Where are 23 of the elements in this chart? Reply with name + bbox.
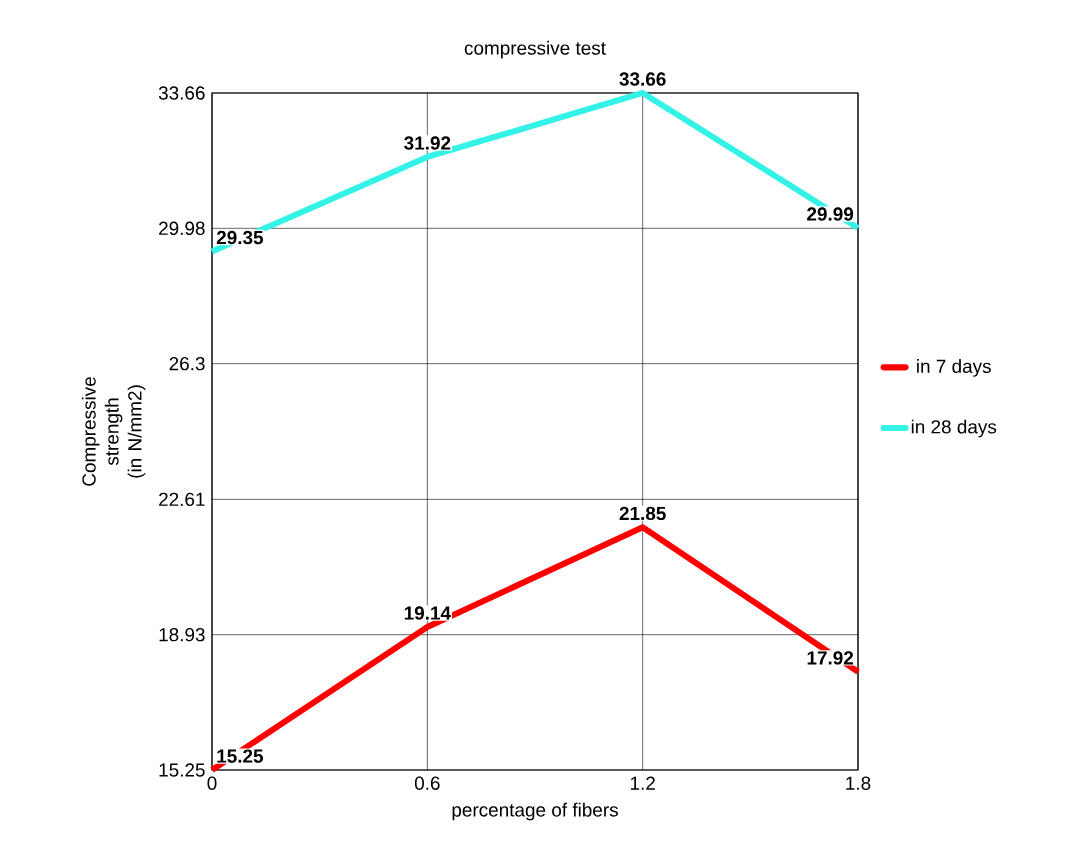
data-label: 29.99	[807, 207, 854, 221]
x-tick-label: 1.8	[846, 776, 871, 790]
y-tick-label: 18.93	[159, 627, 205, 642]
data-label: 17.92	[807, 651, 854, 665]
data-label: 19.14	[404, 606, 451, 620]
y-tick-label: 33.66	[158, 86, 205, 100]
chart-title: compressive test	[464, 40, 606, 59]
y-tick-label: 15.25	[159, 763, 205, 777]
x-tick-label: 0	[207, 776, 217, 790]
data-label: 29.35	[216, 230, 264, 245]
y-axis-title: Compressive strength (in N/mm2)	[81, 377, 146, 486]
y-tick-label: 22.61	[159, 492, 205, 507]
x-tick-label: 0.6	[414, 776, 440, 790]
data-label: 15.25	[217, 749, 264, 763]
legend-label: in 7 days	[917, 359, 991, 377]
data-label: 33.66	[619, 72, 666, 86]
legend-label: in 28 days	[911, 419, 997, 438]
y-tick-label: 29.98	[159, 221, 205, 236]
x-tick-label: 1.2	[630, 776, 655, 790]
data-label: 31.92	[404, 136, 451, 150]
y-tick-label: 26.3	[169, 356, 205, 371]
x-axis-title: percentage of fibers	[452, 802, 618, 821]
data-label: 21.85	[619, 506, 666, 521]
